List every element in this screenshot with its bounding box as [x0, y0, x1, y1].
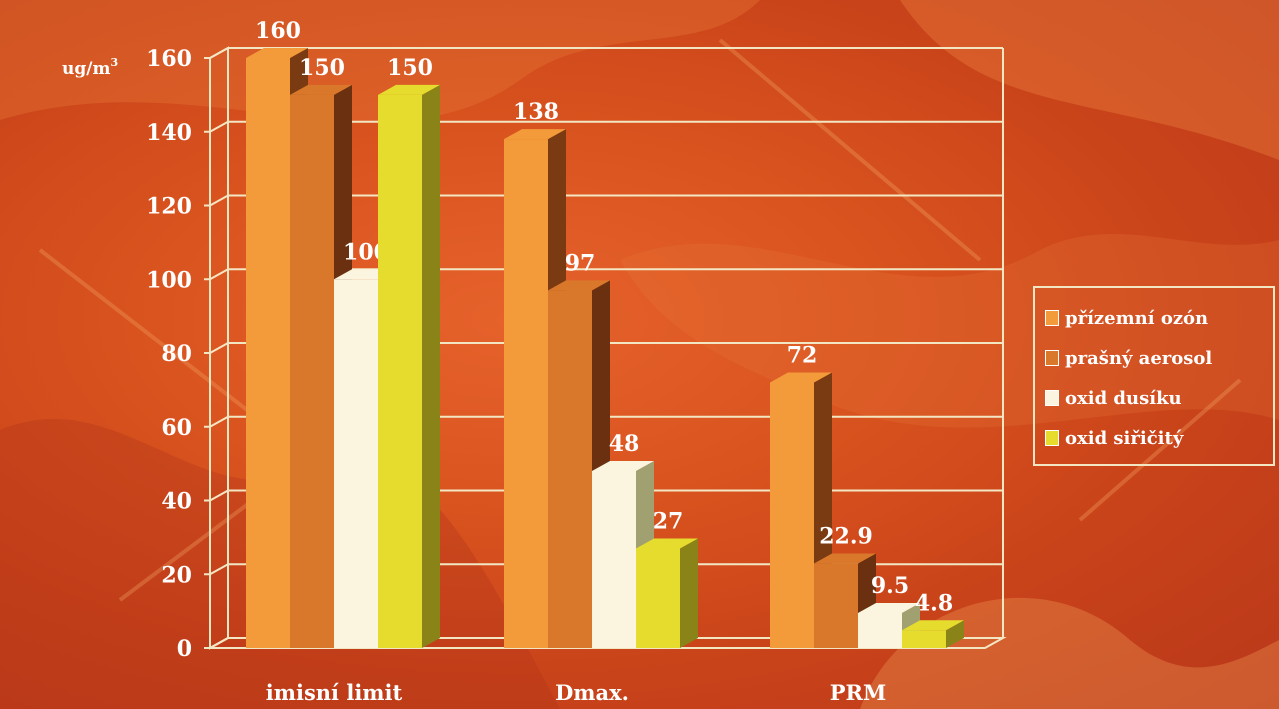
legend-swatch	[1045, 310, 1059, 326]
legend-label: oxid siřičitý	[1065, 427, 1184, 449]
bar	[334, 279, 378, 648]
bar-top	[246, 48, 308, 58]
y-tick-label: 100	[146, 267, 192, 293]
legend-label: přízemní ozón	[1065, 307, 1209, 329]
bar-side	[422, 84, 440, 648]
y-tick-label: 140	[146, 120, 192, 146]
bar-top	[378, 84, 440, 95]
data-label: 150	[299, 55, 345, 81]
bar-top	[636, 538, 698, 549]
legend-item: oxid siřičitý	[1045, 418, 1267, 458]
data-label: 27	[653, 508, 684, 534]
bar-top	[592, 461, 654, 471]
gridline-depth	[209, 120, 229, 133]
bar-side	[680, 538, 698, 648]
y-tick-label: 80	[161, 341, 192, 367]
x-category-label: imisní limit	[266, 680, 403, 705]
gridline-depth	[209, 47, 229, 59]
y-tick-label: 40	[161, 489, 192, 515]
legend-label: prašný aerosol	[1065, 347, 1213, 369]
legend-swatch	[1045, 430, 1059, 446]
data-label: 48	[609, 431, 640, 457]
legend-item: oxid dusíku	[1045, 378, 1267, 418]
x-category-label: PRM	[830, 680, 887, 705]
y-tick-label: 60	[161, 415, 192, 441]
legend-item: přízemní ozón	[1045, 298, 1267, 338]
y-unit-superscript: 3	[110, 56, 118, 69]
y-tick-label: 0	[177, 636, 192, 662]
bar-top	[814, 553, 876, 564]
bar-top	[770, 372, 832, 383]
bar	[504, 139, 548, 648]
bar-top	[504, 129, 566, 140]
bar	[592, 471, 636, 648]
y-unit-label: ug/m3	[62, 56, 118, 79]
data-label: 150	[387, 55, 433, 81]
bar-top	[290, 84, 352, 95]
gridline-depth	[209, 268, 229, 281]
data-label: 9.5	[871, 573, 909, 599]
bar	[902, 630, 946, 648]
bar	[290, 94, 334, 648]
bar-top	[548, 280, 610, 291]
legend-item: prašný aerosol	[1045, 338, 1267, 378]
legend-swatch	[1045, 350, 1059, 366]
bar	[814, 563, 858, 648]
y-tick-label: 160	[146, 46, 192, 72]
legend-swatch	[1045, 390, 1059, 406]
bar-top	[858, 602, 920, 613]
data-label: 160	[255, 18, 301, 44]
data-label: 22.9	[819, 524, 873, 550]
gridline-depth	[209, 415, 229, 428]
chart-legend: přízemní ozón prašný aerosol oxid dusíku ox…	[1033, 286, 1275, 466]
data-label: 138	[513, 99, 559, 125]
data-label: 97	[565, 250, 596, 276]
data-label: 72	[787, 343, 818, 369]
bar	[858, 612, 902, 648]
y-tick-label: 120	[146, 194, 192, 220]
gridline-depth	[209, 563, 229, 576]
bar	[770, 382, 814, 648]
gridline-depth	[209, 489, 229, 502]
gridline-depth	[209, 194, 229, 207]
bar	[548, 290, 592, 648]
bar	[636, 548, 680, 648]
bar-top	[902, 620, 964, 631]
data-label: 4.8	[915, 590, 953, 616]
gridline-depth	[209, 637, 229, 649]
legend-label: oxid dusíku	[1065, 387, 1182, 409]
gridline-depth	[209, 342, 229, 354]
bar	[378, 94, 422, 648]
bar-side	[946, 620, 964, 648]
bar	[246, 58, 290, 648]
x-category-label: Dmax.	[555, 680, 629, 705]
y-tick-label: 20	[161, 562, 192, 588]
